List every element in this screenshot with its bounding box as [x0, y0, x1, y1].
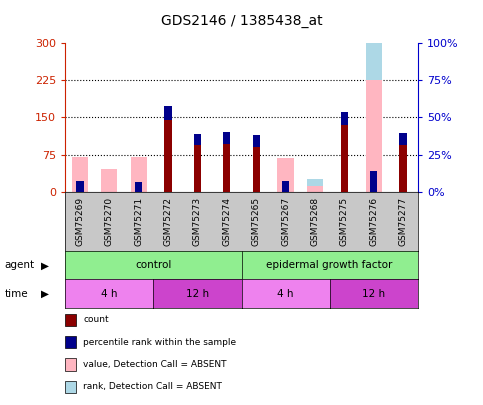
Bar: [135, 182, 142, 192]
Text: 4 h: 4 h: [101, 289, 117, 298]
Bar: [399, 133, 407, 145]
Bar: [399, 145, 407, 192]
Bar: [341, 125, 348, 192]
Bar: [194, 134, 201, 145]
Text: GSM75271: GSM75271: [134, 197, 143, 246]
Bar: [370, 171, 377, 192]
Bar: [253, 135, 260, 147]
Text: time: time: [5, 289, 28, 298]
Text: count: count: [83, 315, 109, 324]
Text: GSM75270: GSM75270: [105, 197, 114, 246]
Text: GSM75275: GSM75275: [340, 197, 349, 246]
Bar: [194, 145, 201, 192]
Text: 12 h: 12 h: [362, 289, 385, 298]
Bar: [130, 158, 147, 192]
Bar: [278, 158, 294, 192]
Bar: [282, 181, 289, 192]
Bar: [223, 144, 230, 192]
Text: GSM75273: GSM75273: [193, 197, 202, 246]
Text: GSM75265: GSM75265: [252, 197, 261, 246]
Text: GSM75267: GSM75267: [281, 197, 290, 246]
Text: ▶: ▶: [41, 289, 49, 298]
Bar: [101, 169, 117, 192]
Bar: [341, 112, 348, 125]
Bar: [72, 158, 88, 192]
Text: GSM75274: GSM75274: [222, 197, 231, 246]
Text: rank, Detection Call = ABSENT: rank, Detection Call = ABSENT: [83, 382, 222, 391]
Text: GSM75276: GSM75276: [369, 197, 378, 246]
Text: GSM75269: GSM75269: [75, 197, 85, 246]
Bar: [307, 186, 323, 192]
Bar: [253, 147, 260, 192]
Bar: [164, 107, 172, 120]
Bar: [307, 179, 323, 186]
Text: GDS2146 / 1385438_at: GDS2146 / 1385438_at: [161, 14, 322, 28]
Bar: [164, 120, 172, 192]
Bar: [366, 80, 382, 192]
Text: GSM75268: GSM75268: [311, 197, 319, 246]
Bar: [223, 132, 230, 144]
Bar: [366, 15, 382, 80]
Text: epidermal growth factor: epidermal growth factor: [267, 260, 393, 270]
Text: 12 h: 12 h: [186, 289, 209, 298]
Text: agent: agent: [5, 260, 35, 270]
Text: value, Detection Call = ABSENT: value, Detection Call = ABSENT: [83, 360, 227, 369]
Text: GSM75272: GSM75272: [164, 197, 172, 246]
Text: GSM75277: GSM75277: [398, 197, 408, 246]
Text: percentile rank within the sample: percentile rank within the sample: [83, 338, 236, 347]
Text: control: control: [135, 260, 171, 270]
Text: ▶: ▶: [41, 260, 49, 270]
Text: 4 h: 4 h: [277, 289, 294, 298]
Bar: [76, 181, 84, 192]
